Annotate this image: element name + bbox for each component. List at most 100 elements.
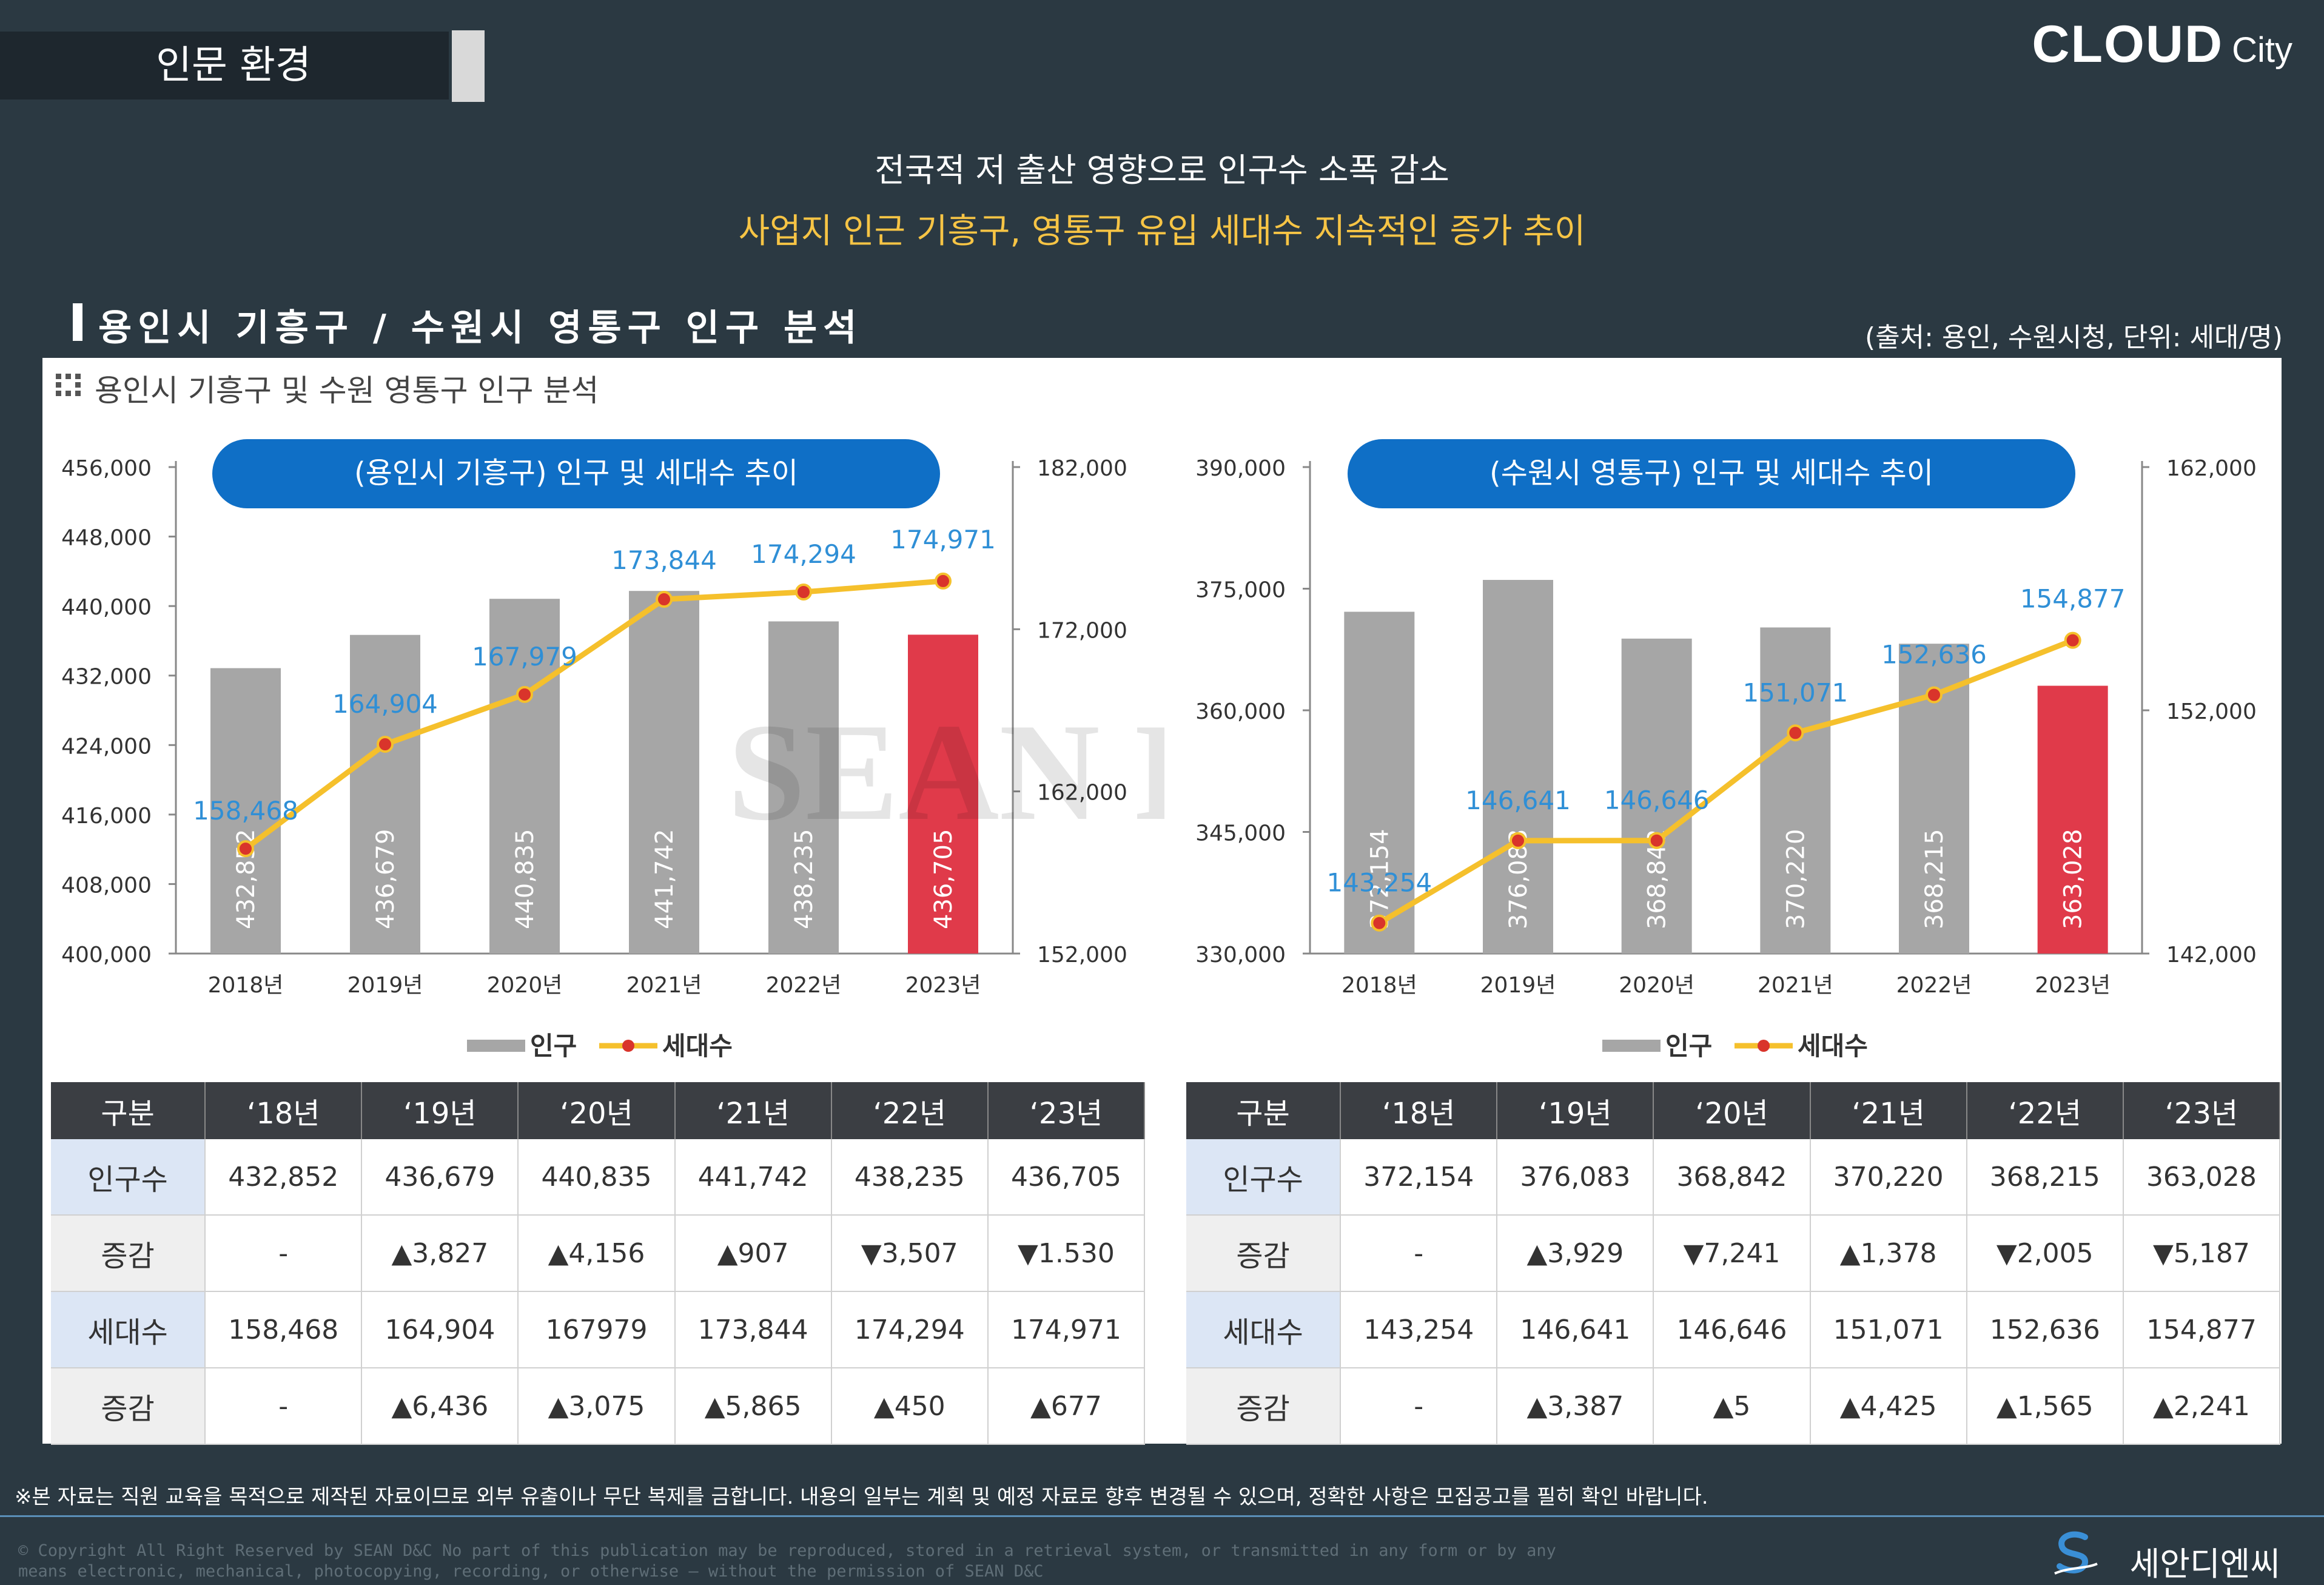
table-cell: ▲5	[1653, 1368, 1811, 1445]
table-row-label: 세대수	[1186, 1291, 1342, 1368]
copyright-line-2: means electronic, mechanical, photocopyi…	[18, 1562, 1044, 1581]
line-point	[516, 685, 533, 703]
table-cell: 441,742	[674, 1139, 832, 1216]
x-tick-label: 2022년	[766, 973, 842, 998]
legend-marker	[622, 1040, 634, 1052]
source-note: (출처: 용인, 수원시청, 단위: 세대/명)	[1865, 322, 2283, 353]
table-cell: 164,904	[361, 1291, 519, 1368]
table-header-cell: 구분	[1186, 1082, 1342, 1139]
line-point	[1510, 832, 1526, 849]
line-value-label: 164,904	[332, 689, 438, 719]
table-row-label: 증감	[51, 1368, 206, 1445]
table-cell: 436,679	[361, 1139, 519, 1216]
table-cell: 151,071	[1810, 1291, 1967, 1368]
bar-population	[1621, 638, 1692, 954]
chart-title: (수원시 영통구) 인구 및 세대수 추이	[1489, 456, 1933, 490]
line-point	[1787, 724, 1804, 742]
table-row: 증감 - ▲3,827 ▲4,156 ▲907 ▼3,507 ▼1.530	[51, 1215, 1146, 1292]
analysis-title: 용인시 기흥구 / 수원시 영통구 인구 분석	[72, 298, 862, 351]
table-header-cell: ‘22년	[831, 1082, 989, 1139]
copyright: © Copyright All Right Reserved by SEAN D…	[18, 1541, 1556, 1582]
bar-population	[489, 599, 560, 954]
table-header-row: 구분 ‘18년 ‘19년 ‘20년 ‘21년 ‘22년 ‘23년	[1186, 1082, 2281, 1139]
table-header-cell: ‘19년	[361, 1082, 519, 1139]
table-cell: ▲907	[674, 1215, 832, 1292]
table-cell: ▼3,507	[831, 1215, 989, 1292]
table-cell: 368,215	[1966, 1139, 2124, 1216]
table-cell: -	[205, 1215, 363, 1292]
bar-value-label: 372,154	[1366, 829, 1394, 929]
line-value-label: 174,294	[751, 539, 856, 569]
legend-swatch-bar	[467, 1040, 525, 1052]
y-left-tick-label: 456,000	[61, 456, 152, 481]
line-value-label: 152,636	[1881, 639, 1987, 669]
line-value-label: 167,979	[472, 642, 577, 671]
table-row: 세대수 143,254 146,641 146,646 151,071 152,636 15…	[1186, 1291, 2281, 1368]
table-header-cell: ‘21년	[1810, 1082, 1967, 1139]
bar-population	[1483, 580, 1553, 954]
table-row-label: 증감	[1186, 1368, 1342, 1445]
line-value-label: 151,071	[1742, 678, 1848, 707]
table-header-cell: ‘18년	[205, 1082, 363, 1139]
line-point	[1648, 832, 1665, 849]
headline-secondary: 사업지 인근 기흥구, 영통구 유입 세대수 지속적인 증가 추이	[738, 212, 1586, 251]
table-header-cell: 구분	[51, 1082, 206, 1139]
table-cell: 143,254	[1340, 1291, 1498, 1368]
line-value-label: 146,641	[1465, 786, 1571, 815]
line-point	[1926, 686, 1943, 704]
x-tick-label: 2021년	[626, 973, 702, 998]
y-left-tick-label: 416,000	[61, 804, 152, 829]
table-row: 인구수 432,852 436,679 440,835 441,742 438,235 43…	[51, 1139, 1146, 1216]
panel-title-text: 용인시 기흥구 및 수원 영통구 인구 분석	[95, 373, 599, 408]
table-cell: 146,646	[1653, 1291, 1811, 1368]
section-tab: 인문 환경	[0, 32, 449, 99]
bar-population	[210, 668, 281, 954]
line-point	[237, 840, 254, 858]
bar-population	[768, 621, 839, 954]
watermark: SEAN D&C	[728, 695, 1164, 849]
brand-main: CLOUD	[2032, 15, 2224, 73]
y-left-tick-label: 345,000	[1195, 821, 1286, 846]
y-left-tick-label: 360,000	[1195, 699, 1286, 724]
legend-label-line: 세대수	[662, 1031, 733, 1061]
y-right-tick-label: 182,000	[1037, 456, 1127, 481]
line-value-label: 143,254	[1326, 868, 1432, 898]
table-cell: 370,220	[1810, 1139, 1967, 1216]
line-households	[244, 578, 944, 851]
brand-sub: City	[2232, 30, 2292, 70]
table-row-label: 인구수	[1186, 1139, 1342, 1216]
table-cell: 376,083	[1497, 1139, 1654, 1216]
table-cell: 372,154	[1340, 1139, 1498, 1216]
table-cell: 152,636	[1966, 1291, 2124, 1368]
table-cell: ▼1.530	[987, 1215, 1146, 1292]
x-tick-label: 2018년	[208, 973, 284, 998]
x-tick-label: 2023년	[2035, 973, 2111, 998]
chart-title-pill	[212, 439, 940, 508]
legend-label-line: 세대수	[1798, 1031, 1868, 1061]
y-right-tick-label: 172,000	[1037, 618, 1127, 643]
table-header-cell: ‘23년	[987, 1082, 1146, 1139]
table-header-cell: ‘18년	[1340, 1082, 1498, 1139]
x-tick-label: 2023년	[905, 973, 981, 998]
table-cell: 154,877	[2123, 1291, 2281, 1368]
footer-divider	[0, 1515, 2324, 1517]
analysis-title-marker	[73, 303, 82, 341]
bar-population	[629, 591, 699, 954]
table-cell: ▼2,005	[1966, 1215, 2124, 1292]
legend-label-bar: 인구	[530, 1031, 577, 1061]
table-row: 인구수 372,154 376,083 368,842 370,220 368,215 36…	[1186, 1139, 2281, 1216]
table-cell: 440,835	[518, 1139, 676, 1216]
y-left-tick-label: 375,000	[1195, 578, 1286, 603]
disclaimer: ※본 자료는 직원 교육을 목적으로 제작된 자료이므로 외부 유출이나 무단 …	[15, 1485, 1708, 1509]
table-cell: ▲3,929	[1497, 1215, 1654, 1292]
table-row: 증감 - ▲3,929 ▼7,241 ▲1,378 ▼2,005 ▼5,187	[1186, 1215, 2281, 1292]
bar-value-label: 438,235	[790, 829, 818, 929]
y-left-tick-label: 400,000	[61, 943, 152, 967]
analysis-title-text: 용인시 기흥구 / 수원시 영통구 인구 분석	[98, 307, 863, 349]
line-value-label: 146,646	[1604, 786, 1710, 815]
legend-label-bar: 인구	[1665, 1031, 1712, 1061]
table-cell: 436,705	[987, 1139, 1146, 1216]
bar-value-label: 370,220	[1782, 829, 1810, 929]
footer-brand: 세안디엔씨	[2129, 1545, 2280, 1583]
y-right-tick-label: 142,000	[2166, 943, 2257, 967]
